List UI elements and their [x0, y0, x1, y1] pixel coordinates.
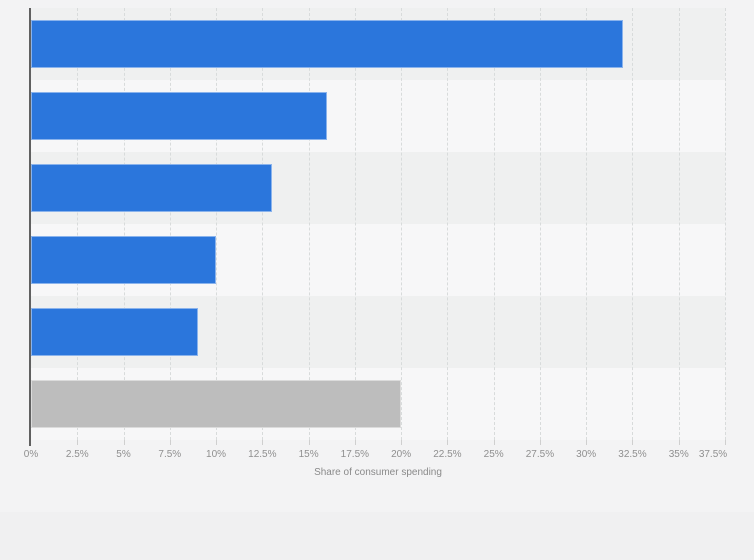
bar-6[interactable] [31, 380, 402, 428]
gridline [308, 8, 310, 440]
x-tick-mark [586, 440, 588, 445]
x-tick-label: 17.5% [340, 449, 370, 460]
x-tick-label: 12.5% [248, 449, 277, 460]
x-tick-mark [447, 440, 449, 445]
x-tick-label: 27.5% [525, 449, 555, 460]
gridline [262, 8, 264, 440]
plot-area [31, 8, 726, 440]
bar-4[interactable] [31, 236, 217, 284]
x-tick-mark [216, 440, 218, 445]
x-tick-label: 10% [206, 449, 227, 460]
x-tick-mark [354, 440, 356, 445]
x-tick-mark [308, 440, 310, 445]
x-tick-label: 35% [668, 449, 689, 460]
x-tick-label: 22.5% [433, 449, 462, 460]
x-tick-mark [123, 440, 125, 445]
x-tick-mark [725, 440, 726, 445]
x-tick-mark [77, 440, 79, 445]
x-tick-label: 5% [116, 449, 131, 460]
gridline [725, 8, 726, 440]
x-tick-label: 20% [391, 449, 412, 460]
gridline [216, 8, 218, 440]
y-axis-line [29, 8, 31, 446]
gridline [401, 8, 403, 440]
bar-5[interactable] [31, 308, 198, 356]
gridline [169, 8, 171, 440]
gridline [539, 8, 541, 440]
x-tick-mark [539, 440, 541, 445]
gridline [77, 8, 79, 440]
bar-1[interactable] [31, 20, 624, 68]
bar-3[interactable] [31, 164, 272, 212]
gridline [354, 8, 356, 440]
x-tick-mark [678, 440, 680, 445]
x-tick-mark [493, 440, 495, 445]
gridline [632, 8, 634, 440]
x-tick-label: 37.5% [698, 449, 728, 460]
x-tick-label: 25% [483, 449, 504, 460]
x-axis-title: Share of consumer spending [314, 467, 442, 478]
x-tick-mark [401, 440, 403, 445]
x-tick-label: 7.5% [158, 449, 182, 460]
gridline [123, 8, 125, 440]
x-tick-mark [632, 440, 634, 445]
x-tick-label: 0% [23, 449, 39, 460]
x-tick-mark [169, 440, 171, 445]
gridline [678, 8, 680, 440]
bar-2[interactable] [31, 92, 328, 140]
gridline [493, 8, 495, 440]
x-tick-label: 15% [298, 449, 319, 460]
x-tick-label: 30% [576, 449, 597, 460]
x-tick-mark [262, 440, 264, 445]
gridline [447, 8, 449, 440]
x-tick-label: 32.5% [618, 449, 647, 460]
x-tick-label: 2.5% [65, 449, 89, 460]
gridline [586, 8, 588, 440]
